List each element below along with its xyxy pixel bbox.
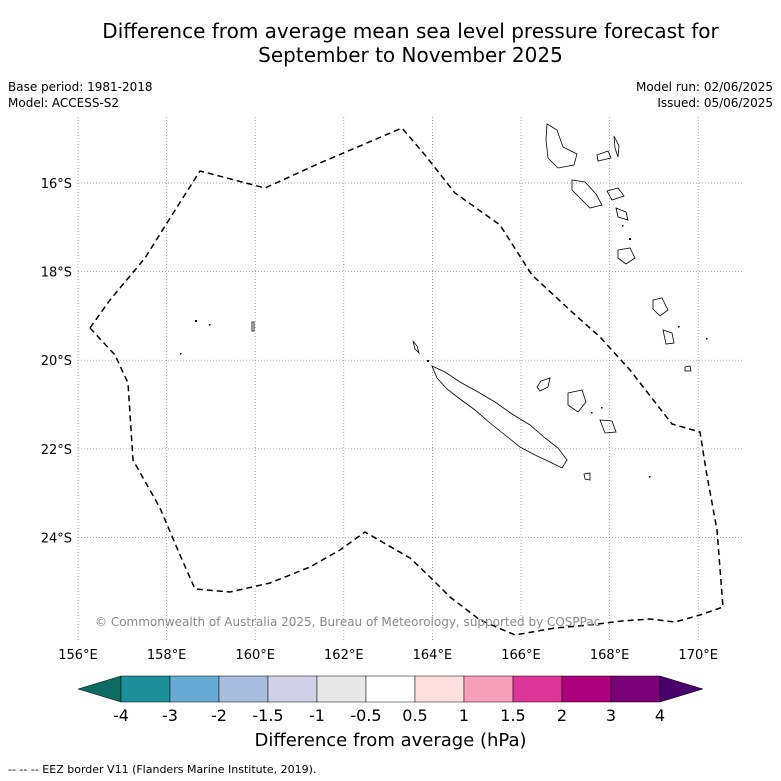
x-tick-label: 160°E xyxy=(235,648,275,663)
title-line-2: September to November 2025 xyxy=(258,43,563,67)
issued-date: Issued: 05/06/2025 xyxy=(657,96,773,110)
model-run: Model run: 02/06/2025 xyxy=(635,80,773,94)
ambae-island xyxy=(596,150,612,162)
mare-island xyxy=(599,419,617,434)
colorbar-segment xyxy=(316,675,367,703)
colorbar-segment xyxy=(218,675,269,703)
colorbar-tick-label: 2 xyxy=(557,706,567,725)
colorbar-tick-label: -1.5 xyxy=(252,706,283,725)
x-tick-label: 156°E xyxy=(58,648,98,663)
y-tick-label: 24°S xyxy=(41,531,72,546)
aneityum-island xyxy=(684,365,692,372)
y-tick-label: 16°S xyxy=(41,177,72,192)
eez-legend-note: -- -- -- EEZ border V11 (Flanders Marine… xyxy=(8,763,317,776)
erromango-island xyxy=(652,297,669,317)
colorbar-tick-label: -3 xyxy=(162,706,178,725)
colorbar-segment xyxy=(463,675,514,703)
y-tick-label: 18°S xyxy=(41,266,72,281)
colorbar-title: Difference from average (hPa) xyxy=(254,730,527,751)
colorbar-segment xyxy=(561,675,612,703)
gridlines xyxy=(77,117,743,640)
y-tick-label: 22°S xyxy=(41,443,72,458)
tanna-island xyxy=(662,329,675,345)
y-axis-labels: 16°S 18°S 20°S 22°S 24°S xyxy=(41,177,72,546)
x-tick-label: 162°E xyxy=(324,648,364,663)
x-tick-label: 164°E xyxy=(413,648,453,663)
colorbar-tick-label: -2 xyxy=(211,706,227,725)
colorbar-extend-min xyxy=(77,675,122,703)
colorbar-tick-label: -4 xyxy=(113,706,129,725)
colorbar-ticks: -4 -3 -2 -1.5 -1 -0.5 0.5 1 1.5 2 3 4 xyxy=(113,706,665,725)
colorbar-tick-label: 4 xyxy=(655,706,665,725)
colorbar xyxy=(77,675,704,703)
copyright-text: © Commonwealth of Australia 2025, Bureau… xyxy=(95,615,600,629)
meta-right: Model run: 02/06/2025 Issued: 05/06/2025 xyxy=(636,79,773,111)
small-islets xyxy=(180,225,708,478)
chesterfield-islet xyxy=(251,321,255,332)
y-tick-label: 20°S xyxy=(41,354,72,369)
ambrym-island xyxy=(606,187,625,201)
espiritu-santo xyxy=(545,123,578,169)
epi-island xyxy=(615,207,629,221)
colorbar-segment xyxy=(365,675,416,703)
efate-island xyxy=(617,247,636,265)
colorbar-tick-label: -1 xyxy=(309,706,325,725)
colorbar-tick-label: 3 xyxy=(606,706,616,725)
isle-of-pines xyxy=(583,472,591,481)
colorbar-tick-label: 1 xyxy=(459,706,469,725)
meta-left: Base period: 1981-2018 Model: ACCESS-S2 xyxy=(8,79,153,111)
colorbar-segment xyxy=(414,675,465,703)
colorbar-segment xyxy=(120,675,171,703)
model-name: Model: ACCESS-S2 xyxy=(8,96,120,110)
x-tick-label: 158°E xyxy=(147,648,187,663)
maewo-island xyxy=(613,135,620,158)
colorbar-segment xyxy=(169,675,220,703)
base-period: Base period: 1981-2018 xyxy=(8,80,153,94)
eez-border xyxy=(89,127,724,636)
colorbar-extend-max xyxy=(659,675,704,703)
map-title: Difference from average mean sea level p… xyxy=(40,19,781,67)
new-caledonia-grande-terre xyxy=(431,365,568,469)
x-tick-label: 166°E xyxy=(501,648,541,663)
title-line-1: Difference from average mean sea level p… xyxy=(102,19,719,43)
x-axis-labels: 156°E 158°E 160°E 162°E 164°E 166°E 168°E 170°E xyxy=(58,648,718,663)
colorbar-segment xyxy=(610,675,661,703)
ouvea-island xyxy=(536,377,551,392)
colorbar-tick-label: 1.5 xyxy=(500,706,525,725)
x-tick-label: 170°E xyxy=(678,648,718,663)
colorbar-tick-label: -0.5 xyxy=(350,706,381,725)
colorbar-segment xyxy=(512,675,563,703)
x-tick-label: 168°E xyxy=(590,648,630,663)
colorbar-tick-label: 0.5 xyxy=(402,706,427,725)
belep-islands xyxy=(412,340,420,355)
malekula-island xyxy=(571,179,603,209)
colorbar-segment xyxy=(267,675,318,703)
lifou-island xyxy=(567,389,587,413)
